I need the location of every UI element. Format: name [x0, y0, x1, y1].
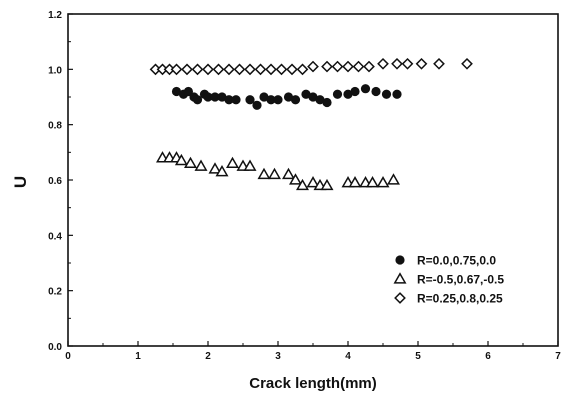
x-tick-label: 0 — [65, 351, 71, 362]
y-tick-label: 0.0 — [48, 342, 62, 353]
data-point-circle — [290, 95, 301, 105]
data-point-triangle — [366, 176, 379, 188]
data-point-diamond — [265, 63, 277, 76]
legend-marker — [395, 255, 405, 265]
data-point-circle — [266, 95, 276, 105]
data-point-diamond — [233, 63, 246, 76]
data-point-triangle — [268, 167, 281, 180]
data-point-diamond — [415, 57, 428, 70]
data-point-circle — [231, 95, 241, 105]
data-point-triangle — [348, 176, 362, 188]
data-point-circle — [322, 97, 332, 108]
x-tick-label: 7 — [555, 351, 561, 362]
x-tick-label: 2 — [205, 351, 211, 362]
x-tick-label: 1 — [135, 351, 141, 362]
data-point-diamond — [363, 60, 375, 73]
data-point-circle — [392, 89, 402, 99]
axis-ticks: 0 1 2 3 4 5 6 7 0.0 0.2 0.4 0.6 0.8 1.0 1.2 — [48, 10, 561, 362]
data-point-triangle — [257, 167, 271, 180]
data-point-triangle — [289, 173, 302, 185]
data-point-diamond — [202, 63, 214, 76]
data-point-diamond — [391, 57, 403, 70]
data-point-diamond — [244, 63, 256, 76]
data-point-circle — [371, 86, 381, 97]
legend-marker — [394, 292, 406, 304]
y-tick-label: 0.6 — [48, 176, 62, 187]
data-point-diamond — [342, 60, 354, 73]
legend-marker — [393, 272, 407, 284]
data-point-circle — [224, 95, 234, 105]
data-point-circle — [203, 92, 213, 102]
data-point-diamond — [223, 63, 235, 76]
y-tick-label: 0.4 — [48, 231, 62, 242]
data-point-diamond — [191, 63, 204, 76]
data-point-diamond — [181, 63, 193, 76]
data-point-triangle — [296, 178, 309, 191]
data-point-circle — [332, 89, 343, 99]
data-point-circle — [245, 95, 255, 105]
legend-label: R=0.25,0.8,0.25 — [417, 292, 503, 306]
data-point-diamond — [170, 63, 183, 76]
data-point-diamond — [296, 63, 309, 76]
data-point-triangle — [282, 167, 295, 180]
y-tick-label: 0.8 — [48, 121, 62, 132]
data-point-circle — [360, 84, 371, 94]
data-point-triangle — [306, 176, 320, 188]
data-point-circle — [301, 89, 311, 99]
data-point-triangle — [320, 178, 334, 191]
x-tick-label: 5 — [415, 351, 421, 362]
y-tick-label: 0.2 — [48, 287, 62, 298]
data-point-circle — [192, 95, 203, 105]
x-tick-label: 3 — [275, 351, 281, 362]
data-point-circle — [210, 92, 220, 102]
data-point-diamond — [275, 63, 288, 76]
data-point-diamond — [321, 60, 333, 73]
data-point-diamond — [461, 57, 473, 70]
data-point-diamond — [307, 60, 319, 73]
data-point-triangle — [376, 176, 390, 188]
x-axis-title: Crack length(mm) — [249, 375, 377, 392]
data-point-circle — [343, 89, 353, 99]
data-point-triangle — [208, 162, 222, 174]
data-point-diamond — [331, 60, 344, 73]
data-point-triangle — [215, 164, 229, 177]
data-point-circle — [171, 86, 182, 97]
data-point-circle — [283, 92, 294, 102]
chart-markers — [149, 57, 473, 191]
data-point-triangle — [184, 156, 197, 169]
y-tick-label: 1.2 — [48, 10, 62, 21]
data-point-circle — [259, 92, 269, 102]
legend-label: R=0.0,0.75,0.0 — [417, 254, 496, 268]
y-axis-title: U — [11, 176, 30, 188]
data-point-circle — [252, 100, 262, 110]
data-point-circle — [315, 95, 325, 105]
data-point-diamond — [286, 63, 298, 76]
data-point-diamond — [254, 63, 267, 76]
data-point-triangle — [243, 159, 257, 171]
data-point-diamond — [433, 57, 445, 70]
x-tick-label: 6 — [485, 351, 491, 362]
data-point-triangle — [174, 153, 188, 166]
data-point-circle — [350, 86, 360, 97]
chart-legend: R=0.0,0.75,0.0 R=-0.5,0.67,-0.5 R=0.25,0.8… — [393, 254, 504, 306]
y-tick-label: 1.0 — [48, 65, 62, 76]
data-point-circle — [308, 92, 318, 102]
legend-label: R=-0.5,0.67,-0.5 — [417, 273, 504, 287]
data-point-triangle — [226, 156, 239, 169]
data-point-circle — [217, 92, 227, 102]
data-point-circle — [183, 86, 193, 97]
data-point-diamond — [352, 60, 365, 73]
data-point-triangle — [387, 173, 400, 185]
data-point-diamond — [401, 57, 414, 70]
data-point-diamond — [377, 57, 389, 70]
data-point-diamond — [212, 63, 225, 76]
data-point-circle — [381, 89, 392, 99]
data-point-circle — [273, 95, 283, 105]
x-tick-label: 4 — [345, 351, 351, 362]
data-point-triangle — [194, 159, 208, 171]
